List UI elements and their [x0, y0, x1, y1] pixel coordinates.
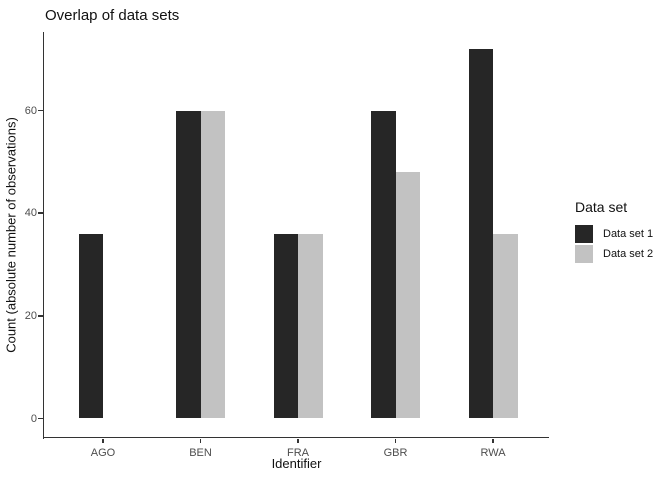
- y-tick-mark: [38, 314, 43, 317]
- bar-data-set-1-gbr: [371, 110, 396, 419]
- bar-data-set-2-rwa: [493, 233, 518, 419]
- bar-data-set-1-rwa: [468, 48, 493, 419]
- y-tick-label: 0: [30, 412, 37, 425]
- legend-key-row: Data set 2: [575, 244, 653, 263]
- legend-title: Data set: [575, 199, 628, 215]
- y-tick-mark: [38, 212, 43, 215]
- x-tick-label: FRA: [287, 447, 309, 459]
- x-tick-mark: [492, 438, 494, 443]
- y-tick-label: 40: [24, 207, 37, 220]
- x-tick-label: GBR: [383, 447, 408, 459]
- bar-data-set-2-gbr: [395, 172, 420, 419]
- y-tick-label: 20: [24, 309, 37, 322]
- legend: Data set Data set 1 Data set 2: [575, 199, 653, 264]
- x-axis-line: [42, 436, 549, 439]
- legend-label: Data set 1: [603, 227, 654, 240]
- bar-data-set-2-fra: [298, 233, 323, 419]
- bar-data-set-1-ago: [78, 233, 103, 419]
- x-tick-mark: [102, 438, 104, 443]
- legend-key-row: Data set 1: [575, 224, 653, 243]
- x-tick-label: AGO: [90, 447, 116, 459]
- bar-data-set-1-fra: [273, 233, 298, 419]
- y-tick-mark: [38, 109, 43, 112]
- bar-data-set-2-ben: [200, 110, 225, 419]
- y-axis-line: [42, 32, 45, 439]
- legend-rows: Data set 1 Data set 2: [575, 224, 653, 263]
- legend-label: Data set 2: [603, 247, 654, 260]
- x-tick-label: RWA: [480, 447, 506, 459]
- y-tick-mark: [38, 417, 43, 420]
- x-axis-title: Identifier: [271, 456, 322, 471]
- legend-swatch: [575, 244, 593, 263]
- x-tick-mark: [394, 438, 397, 443]
- x-tick-mark: [199, 438, 202, 443]
- y-tick-label: 60: [24, 104, 37, 117]
- chart-title: Overlap of data sets: [45, 7, 180, 24]
- legend-swatch: [575, 224, 593, 243]
- x-tick-mark: [297, 438, 299, 443]
- x-tick-label: BEN: [189, 447, 212, 459]
- bar-data-set-1-ben: [176, 110, 201, 419]
